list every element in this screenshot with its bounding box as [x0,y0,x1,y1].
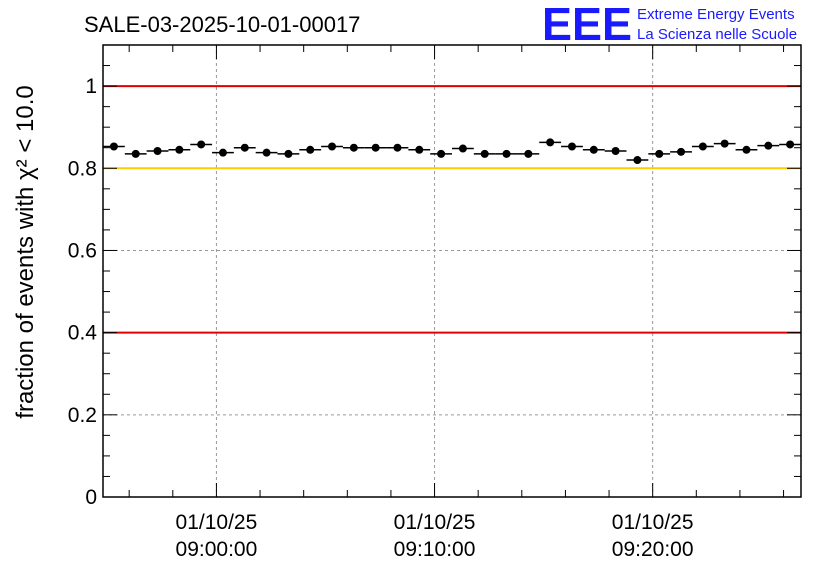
x-tick-time-label: 09:00:00 [176,538,258,561]
data-point [284,149,293,158]
data-points [103,138,801,165]
x-tick-labels: 01/10/25 09:00:00 01/10/25 09:10:00 01/10/25… [176,511,694,561]
data-point [458,144,467,153]
data-point [306,145,315,154]
data-point [677,147,686,156]
data-point [328,142,337,151]
data-point [218,148,227,157]
y-tick-labels: 0 0.2 0.4 0.6 0.8 1 [68,75,98,509]
data-point [437,149,446,158]
data-point [393,143,402,152]
y-tick-label: 0.4 [68,322,98,345]
x-tick-date-label: 01/10/25 [612,511,694,534]
x-tick-time-label: 09:20:00 [612,538,694,561]
y-tick-label: 0 [85,486,97,509]
data-point [153,147,162,156]
y-tick-label: 1 [85,75,97,98]
eee-logo-line1: Extreme Energy Events [637,6,795,23]
y-tick-label: 0.2 [68,404,97,427]
data-point [589,145,598,154]
data-point [480,149,489,158]
data-point [764,141,773,150]
data-point [262,148,271,157]
data-point [786,140,795,149]
data-point [655,149,664,158]
y-tick-label: 0.8 [68,157,97,180]
eee-logo-line2: La Scienza nelle Scuole [637,26,797,43]
data-point [415,145,424,154]
data-point [175,145,184,154]
grid-lines [103,45,801,497]
plot-frame [102,44,802,498]
data-point [698,142,707,151]
data-point [611,147,620,156]
eee-logo-mark: EEE [542,0,632,50]
x-tick-date-label: 01/10/25 [394,511,476,534]
x-tick-date-label: 01/10/25 [176,511,258,534]
reference-lines [103,85,801,334]
data-point [633,156,642,165]
data-point [240,143,249,152]
data-point [546,138,555,147]
y-axis-label: fraction of events with χ² < 10.0 [12,85,39,418]
data-point [197,140,206,149]
axis-ticks [103,44,801,498]
y-tick-label: 0.6 [68,239,97,262]
data-point [742,145,751,154]
x-tick-time-label: 09:10:00 [394,538,476,561]
data-point [371,143,380,152]
data-point [720,139,729,148]
data-point [109,142,118,151]
chart-title: SALE-03-2025-10-01-00017 [84,12,360,37]
data-point [567,142,576,151]
data-point [131,149,140,158]
data-point [502,149,511,158]
data-point [524,149,533,158]
data-point [349,143,358,152]
eee-logo: EEE Extreme Energy Events La Scienza nel… [542,0,797,50]
